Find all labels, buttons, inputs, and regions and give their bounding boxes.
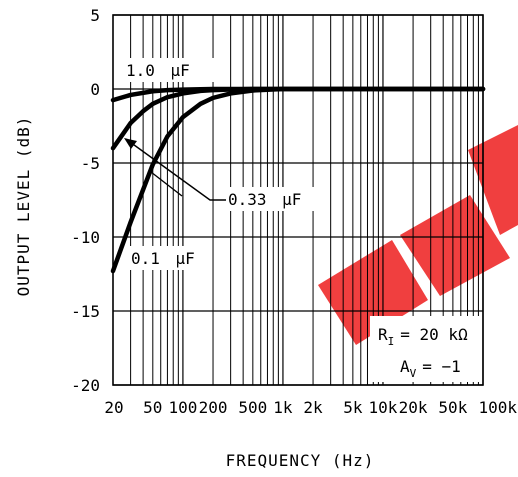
plot-frame bbox=[112, 14, 484, 386]
x-axis-label: FREQUENCY (Hz) bbox=[226, 451, 375, 470]
x-axis-tick-labels: 20 50 100 200 500 1k 2k 5k 10k 20k 50k 100k bbox=[104, 398, 517, 417]
x-tick-label: 100 bbox=[168, 398, 197, 417]
x-tick-label: 5k bbox=[343, 398, 363, 417]
y-axis-label: OUTPUT LEVEL (dB) bbox=[14, 116, 33, 297]
x-tick-label: 50 bbox=[143, 398, 162, 417]
condition-r-value: = 20 kΩ bbox=[400, 325, 468, 344]
y-tick-label: -10 bbox=[71, 228, 100, 247]
svg-text:1.0 μF: 1.0 μF bbox=[126, 61, 190, 80]
leader-arrowhead bbox=[124, 138, 137, 149]
x-tick-label: 100k bbox=[478, 398, 517, 417]
x-tick-label: 20 bbox=[104, 398, 123, 417]
y-tick-label: 5 bbox=[90, 6, 100, 25]
svg-text:0.33 μF: 0.33 μF bbox=[228, 190, 301, 209]
watermark-logo bbox=[318, 125, 518, 345]
x-tick-label: 20k bbox=[399, 398, 428, 417]
svg-text:RI= 20 kΩ: RI = 20 kΩ bbox=[378, 325, 468, 348]
x-tick-label: 50k bbox=[438, 398, 467, 417]
series-line-2 bbox=[110, 86, 486, 151]
y-tick-label: -15 bbox=[71, 302, 100, 321]
label-01uf-unit: μF bbox=[176, 249, 195, 268]
x-tick-label: 200 bbox=[199, 398, 228, 417]
annotation-1uf: 1.0 μF bbox=[122, 58, 216, 82]
condition-r-sub: I bbox=[388, 335, 395, 348]
condition-a-symbol: A bbox=[400, 357, 410, 376]
y-tick-label: -20 bbox=[71, 376, 100, 395]
x-tick-label: 10k bbox=[369, 398, 398, 417]
label-01uf-value: 0.1 bbox=[131, 249, 160, 268]
chart-series bbox=[110, 86, 486, 274]
y-axis-tick-labels: 5 0 -5 -10 -15 -20 bbox=[71, 6, 100, 395]
series-line-3 bbox=[110, 86, 486, 274]
y-tick-label: 0 bbox=[90, 80, 100, 99]
label-1uf-value: 1.0 bbox=[126, 61, 155, 80]
condition-a-sub: V bbox=[410, 367, 417, 380]
leader-line-033uf bbox=[129, 141, 228, 201]
label-033uf-value: 0.33 bbox=[228, 190, 267, 209]
condition-r-symbol: R bbox=[378, 325, 388, 344]
annotation-033uf: 0.33 μF bbox=[124, 138, 318, 211]
annotation-01uf: 0.1 μF bbox=[128, 246, 208, 270]
svg-text:0.1 μF: 0.1 μF bbox=[131, 249, 195, 268]
condition-a-value: = −1 bbox=[422, 357, 461, 376]
condition-box: RI = 20 kΩ AV = −1 bbox=[370, 316, 482, 382]
x-tick-label: 1k bbox=[273, 398, 293, 417]
label-033uf-unit: μF bbox=[282, 190, 301, 209]
x-tick-label: 2k bbox=[303, 398, 323, 417]
y-tick-label: -5 bbox=[81, 154, 100, 173]
svg-text:AV= −1: AV = −1 bbox=[400, 357, 461, 380]
x-tick-label: 500 bbox=[238, 398, 267, 417]
label-1uf-unit: μF bbox=[171, 61, 190, 80]
